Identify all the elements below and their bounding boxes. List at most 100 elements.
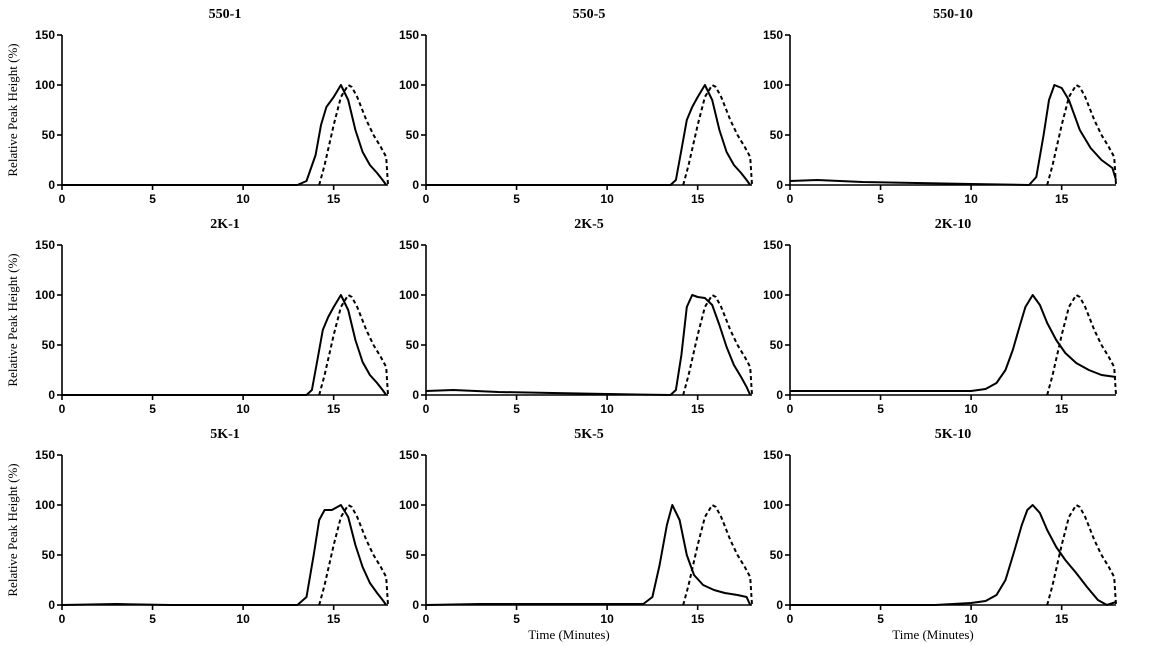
x-tick-label: 10	[600, 612, 614, 626]
panel-title: 2K-5	[574, 217, 604, 232]
y-tick-label: 150	[35, 28, 55, 42]
panel-5k-10: 5K-10 0 50 100 150 0 5 10 15 Time (Minutes)	[763, 427, 1117, 642]
panel-title: 5K-1	[210, 427, 240, 442]
y-tick-label: 100	[763, 288, 783, 302]
y-tick-label: 0	[776, 388, 783, 402]
series-line-solid	[61, 504, 388, 606]
x-tick-label: 5	[149, 612, 156, 626]
y-tick-label: 50	[42, 548, 56, 562]
y-axis-label: Relative Peak Height (%)	[5, 253, 20, 386]
y-tick-label: 100	[763, 78, 783, 92]
panel-550-5: 550-5 0 50 100 150 0 5 10 15	[399, 7, 753, 206]
panel-title: 550-5	[573, 7, 606, 22]
y-tick-label: 0	[48, 598, 55, 612]
series-line-dashed	[1046, 294, 1117, 396]
x-tick-label: 10	[600, 192, 614, 206]
panel-2k-1: 2K-1 0 50 100 150 0 5 10 15 Relative Peak Height …	[5, 217, 389, 416]
series-line-dashed	[682, 294, 753, 396]
x-tick-label: 0	[787, 612, 794, 626]
series-line-solid	[62, 294, 388, 396]
y-tick-label: 50	[770, 548, 784, 562]
series-line-dashed	[682, 84, 753, 186]
y-tick-label: 150	[399, 238, 419, 252]
y-tick-label: 50	[406, 128, 420, 142]
panel-title: 5K-10	[935, 427, 972, 442]
panel-2k-5: 2K-5 0 50 100 150 0 5 10 15	[399, 217, 753, 416]
series-line-dashed	[318, 504, 389, 606]
x-tick-label: 0	[787, 402, 794, 416]
y-tick-label: 50	[42, 338, 56, 352]
x-tick-label: 5	[149, 402, 156, 416]
series-line-dashed	[318, 84, 389, 186]
x-tick-label: 15	[1055, 612, 1069, 626]
x-axis-label: Time (Minutes)	[528, 627, 610, 642]
y-tick-label: 150	[399, 448, 419, 462]
x-tick-label: 5	[877, 192, 884, 206]
y-tick-label: 150	[35, 238, 55, 252]
x-tick-label: 15	[327, 192, 341, 206]
x-tick-label: 0	[787, 192, 794, 206]
y-tick-label: 0	[412, 388, 419, 402]
x-tick-label: 15	[327, 402, 341, 416]
x-tick-label: 5	[513, 192, 520, 206]
y-tick-label: 150	[399, 28, 419, 42]
panel-550-10: 550-10 0 50 100 150 0 5 10 15	[763, 7, 1117, 206]
x-tick-label: 0	[423, 612, 430, 626]
x-tick-label: 5	[513, 402, 520, 416]
x-tick-label: 5	[877, 612, 884, 626]
series-line-solid	[425, 294, 752, 396]
series-line-solid	[62, 84, 388, 186]
panel-title: 550-1	[209, 7, 242, 22]
y-tick-label: 50	[406, 338, 420, 352]
x-tick-label: 0	[59, 612, 66, 626]
series-line-solid	[789, 84, 1117, 186]
x-tick-label: 0	[423, 192, 430, 206]
x-tick-label: 15	[327, 612, 341, 626]
y-tick-label: 100	[399, 288, 419, 302]
y-tick-label: 100	[35, 78, 55, 92]
panel-title: 2K-1	[210, 217, 240, 232]
x-tick-label: 15	[691, 402, 705, 416]
y-tick-label: 0	[48, 178, 55, 192]
x-tick-label: 0	[423, 402, 430, 416]
panel-title: 550-10	[933, 7, 973, 22]
y-tick-label: 100	[399, 78, 419, 92]
y-tick-label: 100	[763, 498, 783, 512]
x-tick-label: 10	[964, 192, 978, 206]
x-tick-label: 10	[236, 612, 250, 626]
y-tick-label: 0	[412, 178, 419, 192]
series-line-dashed	[1046, 84, 1117, 186]
series-line-dashed	[1046, 504, 1117, 606]
x-tick-label: 15	[1055, 192, 1069, 206]
y-axis-label: Relative Peak Height (%)	[5, 43, 20, 176]
y-tick-label: 0	[48, 388, 55, 402]
series-line-solid	[426, 84, 752, 186]
y-tick-label: 50	[42, 128, 56, 142]
panel-2k-10: 2K-10 0 50 100 150 0 5 10 15	[763, 217, 1117, 416]
x-tick-label: 5	[149, 192, 156, 206]
x-tick-label: 15	[691, 192, 705, 206]
y-tick-label: 100	[35, 498, 55, 512]
x-tick-label: 0	[59, 192, 66, 206]
x-tick-label: 5	[513, 612, 520, 626]
panel-title: 5K-5	[574, 427, 604, 442]
x-tick-label: 5	[877, 402, 884, 416]
series-line-dashed	[682, 504, 753, 606]
x-tick-label: 10	[236, 402, 250, 416]
y-tick-label: 150	[763, 238, 783, 252]
y-tick-label: 50	[770, 338, 784, 352]
y-axis-label: Relative Peak Height (%)	[5, 463, 20, 596]
x-tick-label: 15	[691, 612, 705, 626]
panel-5k-5: 5K-5 0 50 100 150 0 5 10 15 Time (Minutes)	[399, 427, 753, 642]
panel-title: 2K-10	[935, 217, 972, 232]
x-tick-label: 10	[236, 192, 250, 206]
y-tick-label: 0	[776, 598, 783, 612]
panel-550-1: 550-1 0 50 100 150 0 5 10 15 Relative Peak Height…	[5, 7, 389, 206]
series-line-solid	[790, 504, 1117, 606]
x-tick-label: 10	[600, 402, 614, 416]
y-tick-label: 50	[406, 548, 420, 562]
y-tick-label: 100	[35, 288, 55, 302]
y-tick-label: 0	[412, 598, 419, 612]
y-tick-label: 0	[776, 178, 783, 192]
